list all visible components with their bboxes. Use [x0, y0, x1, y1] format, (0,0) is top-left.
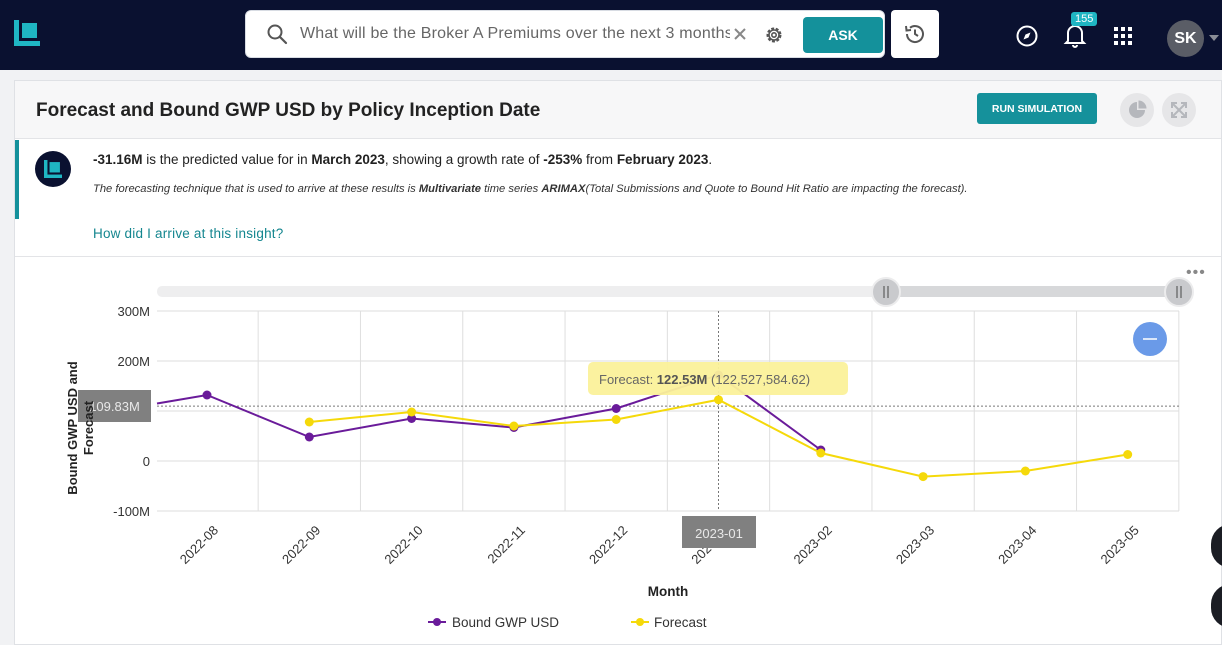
crosshair-y-label-box	[78, 390, 151, 422]
insight-explanation-link[interactable]: How did I arrive at this insight?	[93, 226, 284, 241]
legend-label-bound[interactable]: Bound GWP USD	[452, 615, 559, 630]
card-title: Forecast and Bound GWP USD by Policy Inc…	[36, 100, 541, 121]
run-simulation-button[interactable]: RUN SIMULATION	[977, 93, 1097, 124]
crosshair-x-label-box	[682, 516, 756, 548]
expand-icon	[1171, 102, 1187, 118]
range-slider-handle-end[interactable]	[1164, 277, 1194, 307]
y-tick-label: 200M	[117, 354, 150, 369]
forecast-point	[509, 421, 519, 431]
x-tick-label: 2023-03	[893, 523, 937, 567]
bound-point	[202, 390, 212, 400]
search-icon	[267, 24, 288, 45]
x-tick-label: 2022-11	[484, 523, 528, 567]
y-axis-title: Bound GWP USD andForecast	[65, 361, 96, 494]
y-tick-label: 0	[143, 454, 150, 469]
range-slider-handle-start[interactable]	[871, 277, 901, 307]
insight-method: The forecasting technique that is used t…	[93, 183, 968, 195]
side-panel-toggle-2[interactable]	[1211, 584, 1222, 628]
chart-type-button[interactable]	[1120, 93, 1154, 127]
insight-panel: -31.16M is the predicted value for in Ma…	[15, 140, 1221, 257]
forecast-point	[918, 472, 928, 482]
user-avatar[interactable]: SK	[1167, 20, 1204, 57]
history-icon	[905, 25, 924, 43]
forecast-point	[611, 415, 621, 424]
crosshair-y-label: 109.83M	[89, 399, 140, 414]
tooltip-box	[588, 362, 848, 395]
x-tick-label: 2022-12	[586, 523, 630, 567]
y-tick-label: -100M	[113, 504, 150, 519]
compass-icon[interactable]	[1015, 24, 1039, 48]
x-tick-label: 2023-02	[791, 523, 835, 567]
history-button[interactable]	[891, 10, 939, 58]
bound-point	[611, 404, 621, 413]
legend-label-forecast[interactable]: Forecast	[654, 615, 707, 630]
bound-point	[407, 414, 417, 423]
gear-icon[interactable]	[763, 24, 785, 46]
x-tick-label: 2022-10	[381, 523, 425, 567]
side-panel-toggle[interactable]	[1211, 524, 1222, 568]
x-tick-label: 2022-08	[177, 523, 221, 567]
pie-chart-icon	[1129, 100, 1147, 118]
insight-logo-icon	[35, 151, 71, 187]
x-axis-title: Month	[648, 584, 688, 599]
x-tick-label: 2023-04	[995, 523, 1039, 567]
top-bar: What will be the Broker A Premiums over …	[0, 0, 1222, 70]
forecast-point	[407, 407, 417, 417]
card-header: Forecast and Bound GWP USD by Policy Inc…	[15, 81, 1221, 139]
search-input[interactable]: What will be the Broker A Premiums over …	[300, 25, 730, 42]
crosshair-x-label: 2023-01	[695, 526, 743, 541]
range-slider-selection[interactable]	[886, 286, 1179, 297]
forecast-point	[714, 395, 723, 405]
x-tick-label: 2023-05	[1097, 523, 1141, 567]
bell-icon[interactable]	[1063, 22, 1087, 48]
ask-button[interactable]: ASK	[803, 17, 883, 53]
apps-grid-icon[interactable]	[1114, 27, 1132, 45]
search-bar: What will be the Broker A Premiums over …	[245, 10, 885, 58]
notification-badge: 155	[1071, 12, 1098, 26]
bound-point	[304, 432, 314, 442]
app-logo[interactable]	[14, 20, 40, 46]
forecast-point	[1123, 450, 1133, 459]
forecast-point	[304, 417, 314, 427]
forecast-point	[1020, 466, 1030, 476]
close-icon[interactable]	[732, 26, 748, 42]
more-options-icon[interactable]: •••	[1186, 264, 1206, 281]
x-tick-label: 2022-09	[279, 523, 323, 567]
tooltip-text: Forecast: 122.53M (122,527,584.62)	[599, 372, 810, 387]
insight-accent-bar	[15, 140, 19, 219]
chevron-down-icon[interactable]	[1209, 35, 1219, 41]
insight-summary: -31.16M is the predicted value for in Ma…	[93, 152, 713, 167]
expand-button[interactable]	[1162, 93, 1196, 127]
y-tick-label: 300M	[117, 304, 150, 319]
forecast-point	[816, 448, 826, 458]
